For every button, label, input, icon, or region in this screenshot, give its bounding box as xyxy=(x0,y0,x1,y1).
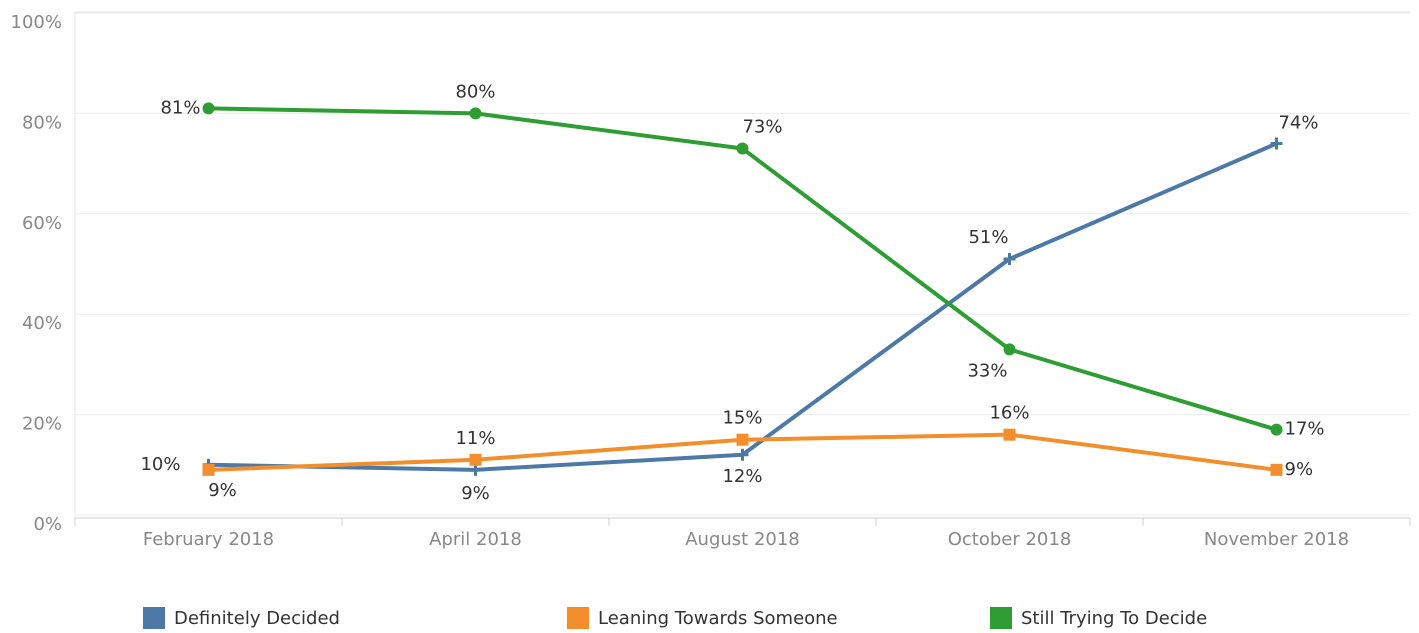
legend-label: Still Trying To Decide xyxy=(1021,608,1207,629)
y-tick-label: 60% xyxy=(22,213,62,234)
data-label: 15% xyxy=(722,408,762,429)
marker xyxy=(736,448,749,461)
y-tick-label: 0% xyxy=(33,514,62,535)
marker xyxy=(1270,137,1283,150)
data-label: 51% xyxy=(968,227,1008,248)
marker xyxy=(469,107,482,120)
marker xyxy=(1270,423,1283,436)
data-label: 73% xyxy=(742,117,782,138)
x-tick-label: October 2018 xyxy=(948,529,1072,550)
marker xyxy=(1003,252,1016,265)
legend-label: Leaning Towards Someone xyxy=(598,608,838,629)
legend-swatch xyxy=(143,607,165,629)
data-label: 9% xyxy=(461,483,490,504)
marker xyxy=(1003,428,1016,441)
marker xyxy=(202,102,215,115)
marker xyxy=(202,463,215,476)
legend-label: Definitely Decided xyxy=(174,608,340,629)
data-label: 9% xyxy=(208,480,237,501)
data-label: 80% xyxy=(455,81,495,102)
marker xyxy=(1270,463,1283,476)
data-label: 10% xyxy=(140,454,180,475)
marker xyxy=(469,463,482,476)
x-tick-label: April 2018 xyxy=(429,529,522,550)
data-label: 11% xyxy=(455,428,495,449)
series-line xyxy=(208,106,1278,432)
data-label: 81% xyxy=(160,97,200,118)
y-tick-label: 100% xyxy=(11,12,62,33)
data-label: 33% xyxy=(967,360,1007,381)
data-label: 16% xyxy=(989,403,1029,424)
y-tick-label: 40% xyxy=(22,313,62,334)
data-label: 17% xyxy=(1285,419,1325,440)
marker xyxy=(736,142,749,155)
data-label: 74% xyxy=(1278,113,1318,134)
data-label: 12% xyxy=(722,466,762,487)
y-tick-label: 80% xyxy=(22,112,62,133)
x-tick-label: August 2018 xyxy=(685,529,800,550)
y-tick-label: 20% xyxy=(22,414,62,435)
x-tick-label: February 2018 xyxy=(143,529,274,550)
marker xyxy=(469,453,482,466)
legend-swatch xyxy=(567,607,589,629)
marker xyxy=(736,433,749,446)
data-label: 9% xyxy=(1285,459,1314,480)
marker xyxy=(1003,343,1016,356)
legend-swatch xyxy=(990,607,1012,629)
x-tick-label: November 2018 xyxy=(1204,529,1349,550)
